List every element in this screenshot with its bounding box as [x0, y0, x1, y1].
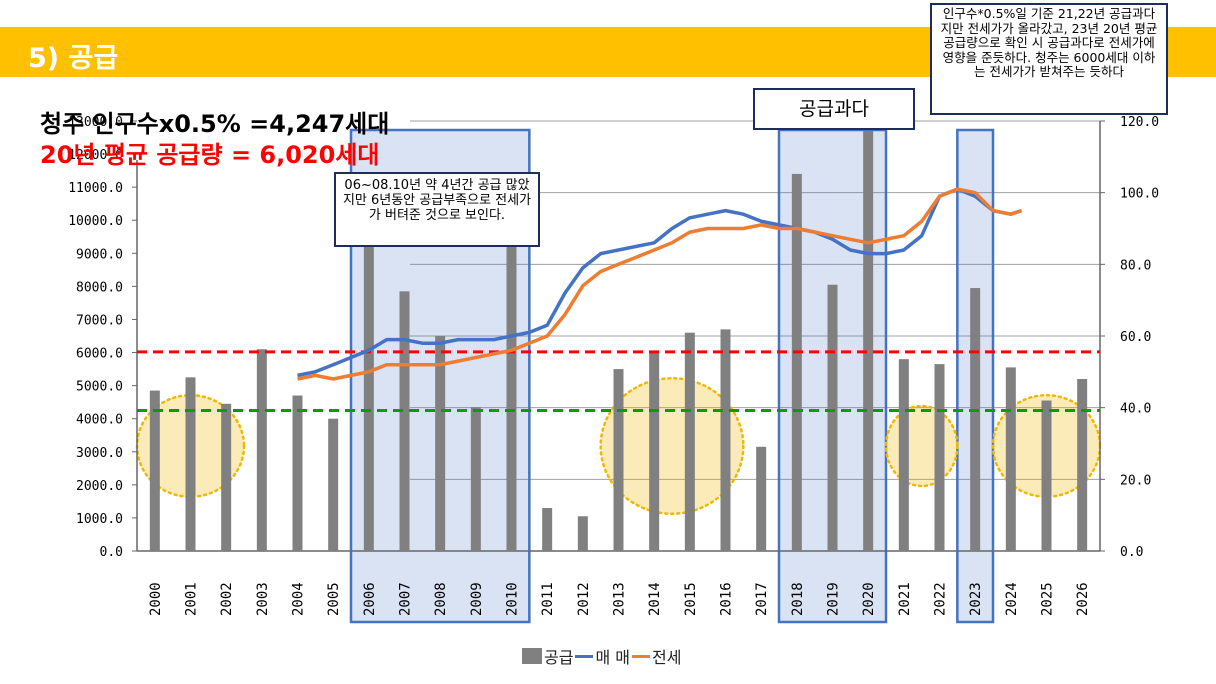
supply-bar-2023 [970, 288, 981, 551]
supply-bar-2009 [470, 407, 481, 551]
left-tick-label: 9000.0 [76, 247, 123, 262]
supply-bar-2003 [256, 349, 267, 551]
left-tick-label: 8000.0 [76, 280, 123, 295]
supply-bar-2001 [185, 377, 196, 551]
circled-range-2021-2022 [884, 404, 959, 488]
x-tick-label: 2019 [826, 582, 842, 616]
x-tick-label: 2014 [647, 582, 663, 616]
supply-bar-2025 [1041, 400, 1052, 551]
left-tick-label: 6000.0 [76, 347, 123, 362]
supply-bar-2016 [720, 329, 731, 551]
left-tick-label: 7000.0 [76, 313, 123, 328]
left-tick-label: 1000.0 [76, 512, 123, 527]
right-tick-label: 0.0 [1120, 545, 1143, 560]
supply-bar-2002 [221, 403, 232, 551]
x-tick-label: 2008 [433, 582, 449, 616]
left-tick-label: 12000.0 [68, 148, 123, 163]
supply-bar-2004 [292, 395, 303, 551]
supply-bar-2022 [934, 364, 945, 551]
x-tick-label: 2025 [1040, 582, 1056, 616]
legend-jeonse-label: 전세 [651, 648, 682, 667]
left-tick-label: 4000.0 [76, 413, 123, 428]
right-tick-label: 80.0 [1120, 258, 1151, 273]
x-tick-label: 2000 [148, 582, 164, 616]
x-tick-label: 2026 [1075, 582, 1091, 616]
left-tick-label: 5000.0 [76, 380, 123, 395]
supply-bar-2018 [791, 173, 802, 551]
x-tick-label: 2022 [933, 582, 949, 616]
x-tick-label: 2010 [505, 582, 521, 616]
left-tick-label: 10000.0 [68, 214, 123, 229]
left-tick-label: 3000.0 [76, 446, 123, 461]
supply-bar-2026 [1077, 379, 1088, 551]
legend-sale-label: 매 매 [595, 648, 630, 667]
supply-bar-2013 [613, 369, 624, 551]
x-tick-label: 2017 [754, 582, 770, 616]
callout-2021-2023: 인구수*0.5%일 기준 21,22년 공급과다지만 전세가가 올라갔고, 23… [930, 3, 1168, 115]
supply-bar-2010 [506, 225, 517, 551]
x-tick-label: 2023 [968, 582, 984, 616]
jeonse-line [297, 187, 1023, 381]
x-tick-label: 2021 [897, 582, 913, 616]
supply-bar-2012 [577, 516, 588, 551]
page-title: 5) 공급 [28, 43, 119, 74]
x-tick-label: 2024 [1004, 582, 1020, 616]
x-tick-label: 2016 [719, 582, 735, 616]
supply-bar-2020 [863, 130, 874, 551]
x-tick-label: 2006 [362, 582, 378, 616]
x-tick-label: 2001 [184, 582, 200, 616]
supply-bar-2007 [399, 291, 410, 551]
supply-bar-2019 [827, 284, 838, 551]
supply-bar-2000 [149, 390, 160, 551]
supply-bar-2024 [1005, 367, 1016, 551]
supply-bar-2008 [435, 336, 446, 551]
callout-oversupply: 공급과다 [753, 88, 915, 130]
legend-sale-swatch [575, 654, 594, 658]
x-tick-label: 2020 [861, 582, 877, 616]
sale-line [297, 187, 1023, 378]
supply-bar-2006 [363, 210, 374, 552]
x-tick-label: 2002 [219, 582, 235, 616]
right-tick-label: 40.0 [1120, 402, 1151, 417]
legend-jeonse-swatch [631, 654, 650, 658]
x-tick-label: 2018 [790, 582, 806, 616]
highlight-range-2023-2023 [956, 128, 995, 624]
supply-bar-2021 [898, 359, 909, 551]
right-tick-label: 120.0 [1120, 115, 1159, 130]
left-tick-label: 13000.0 [68, 115, 123, 130]
population-headline: 청주 인구수x0.5% =4,247세대 [40, 110, 390, 138]
supply-bar-2014 [649, 350, 660, 551]
x-tick-label: 2012 [576, 582, 592, 616]
supply-bar-2017 [756, 446, 767, 551]
legend-supply-label: 공급 [544, 648, 574, 667]
supply-bar-2005 [328, 418, 339, 551]
right-tick-label: 100.0 [1120, 187, 1159, 202]
circled-range-2013-2016 [599, 376, 745, 516]
avg-supply-headline: 20년 평균 공급량 = 6,020세대 [40, 141, 380, 169]
left-tick-label: 0.0 [100, 545, 123, 560]
right-tick-label: 20.0 [1120, 473, 1151, 488]
x-tick-label: 2007 [398, 582, 414, 616]
supply-bar-2011 [542, 508, 553, 551]
chart-legend: 공급 매 매 전세 [522, 644, 681, 668]
x-tick-label: 2004 [291, 582, 307, 616]
x-tick-label: 2013 [612, 582, 628, 616]
x-tick-label: 2015 [683, 582, 699, 616]
left-tick-label: 11000.0 [68, 181, 123, 196]
x-tick-label: 2005 [326, 582, 342, 616]
callout-2006-2010: 06~08.10년 약 4년간 공급 많았지만 6년동안 공급부족으로 전세가가… [334, 172, 540, 247]
left-tick-label: 2000.0 [76, 479, 123, 494]
x-tick-label: 2009 [469, 582, 485, 616]
supply-bar-2015 [684, 332, 695, 551]
right-tick-label: 60.0 [1120, 330, 1151, 345]
x-tick-label: 2003 [255, 582, 271, 616]
x-tick-label: 2011 [540, 582, 556, 616]
legend-supply-swatch [522, 648, 542, 664]
